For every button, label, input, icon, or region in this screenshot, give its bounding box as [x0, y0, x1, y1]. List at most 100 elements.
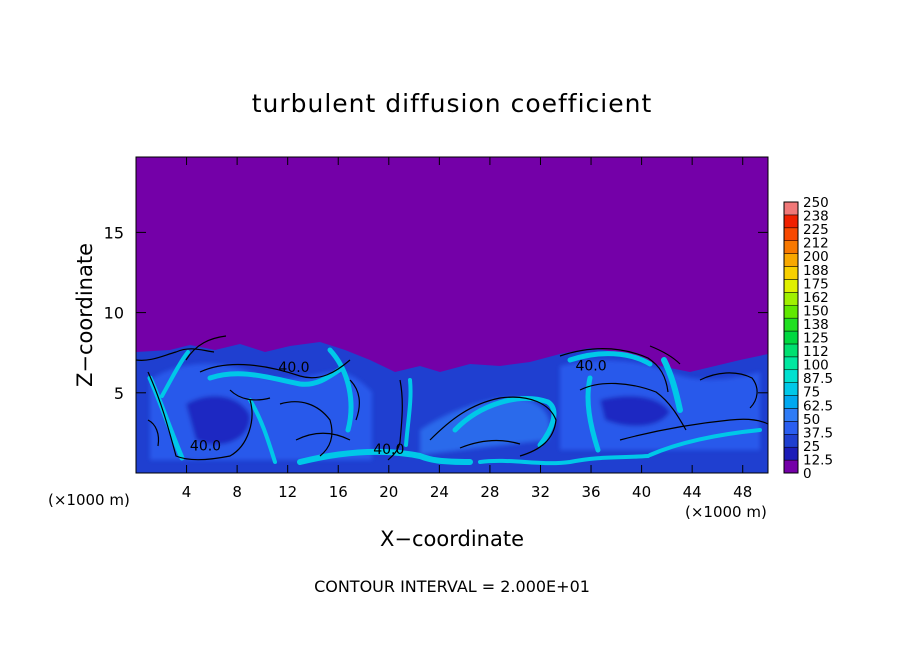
- x-unit-left: (×1000 m): [48, 491, 130, 509]
- contour-line: [619, 418, 768, 441]
- contour-line: [295, 432, 351, 441]
- eddy-region: [420, 397, 551, 455]
- contour-label: 40.0: [373, 442, 404, 458]
- x-tick-label: 20: [379, 483, 398, 501]
- colorbar-label: 250: [803, 195, 829, 211]
- y-ticks: 5 10 15: [104, 223, 768, 403]
- colorbar-swatch: [783, 304, 799, 319]
- colorbar-swatch: [783, 434, 799, 448]
- colorbar-swatch: [783, 240, 799, 254]
- x-tick-label: 28: [480, 483, 499, 501]
- colorbar-label: 212: [803, 236, 829, 252]
- contour-line: [459, 439, 521, 449]
- contour-line: [579, 382, 687, 431]
- y-tick-label: 5: [114, 384, 124, 403]
- colorbar-label: 25: [803, 439, 820, 455]
- x-tick-label: 32: [531, 483, 550, 501]
- contour-labels: 40.0 40.0 40.0 40.0: [190, 358, 607, 457]
- x-tick-label: 48: [733, 483, 752, 501]
- colorbar-label: 62.5: [803, 398, 833, 414]
- colorbar-label: 200: [803, 249, 829, 265]
- colorbar-swatch: [783, 279, 799, 293]
- colorbar-label: 138: [803, 317, 829, 333]
- colorbar-swatch: [783, 253, 799, 267]
- colorbar-swatch: [783, 343, 799, 358]
- contour-interval-note: CONTOUR INTERVAL = 2.000E+01: [314, 577, 590, 596]
- colorbar-label: 150: [803, 303, 829, 319]
- colorbar-swatch: [783, 292, 799, 306]
- colorbar-label: 238: [803, 209, 829, 225]
- contour-line: [229, 389, 271, 401]
- colorbar-label: 50: [803, 412, 820, 428]
- colorbar-frame: [783, 201, 799, 474]
- colorbar: 012.52537.55062.57587.510011212513815016…: [783, 195, 833, 482]
- colorbar-label: 100: [803, 358, 829, 374]
- filament: [648, 428, 762, 457]
- x-tick-label: 16: [329, 483, 348, 501]
- colorbar-swatch: [783, 201, 799, 216]
- contour-line: [147, 371, 253, 461]
- colorbar-swatch: [783, 266, 799, 280]
- colorbar-swatch: [783, 446, 799, 461]
- contour-line: [649, 345, 681, 365]
- contour-line: [349, 379, 360, 421]
- contour-line: [199, 359, 351, 379]
- filament: [661, 357, 683, 413]
- colorbar-swatch: [783, 459, 799, 474]
- x-tick-label: 24: [430, 483, 449, 501]
- colorbar-label: 225: [803, 222, 829, 238]
- colorbar-label: 112: [803, 344, 829, 360]
- contour-line: [559, 348, 669, 393]
- y-tick-label: 15: [104, 223, 124, 242]
- contour-line: [699, 372, 758, 409]
- contour-line: [429, 396, 557, 457]
- filament: [160, 350, 190, 398]
- colorbar-label: 37.5: [803, 425, 833, 441]
- y-axis-label: Z−coordinate: [73, 243, 97, 387]
- x-unit-right: (×1000 m): [685, 503, 767, 521]
- contour-label: 40.0: [575, 358, 606, 374]
- filament: [327, 347, 354, 433]
- chart-title: turbulent diffusion coefficient: [252, 89, 653, 118]
- colorbar-label: 87.5: [803, 371, 833, 387]
- contour-line: [279, 401, 333, 457]
- filament: [207, 365, 345, 387]
- colorbar-label: 0: [803, 466, 812, 482]
- colorbar-label: 12.5: [803, 452, 833, 468]
- x-tick-label: 36: [581, 483, 600, 501]
- x-ticks: 4 8 12 16 20 24 28 32 36 40 44 48: [182, 157, 752, 501]
- colorbar-swatch: [783, 330, 799, 345]
- colorbar-label: 175: [803, 276, 829, 292]
- colorbar-swatch: [783, 369, 799, 383]
- colorbar-swatch: [783, 408, 799, 422]
- filament: [297, 448, 473, 465]
- colorbar-swatch: [783, 395, 799, 409]
- colorbar-swatch: [783, 227, 799, 241]
- contour-label: 40.0: [190, 439, 221, 455]
- colorbar-label: 188: [803, 263, 829, 279]
- contour-label: 40.0: [278, 360, 309, 376]
- colorbar-swatch: [783, 214, 799, 229]
- x-tick-label: 4: [182, 483, 192, 501]
- colorbar-swatch: [783, 317, 799, 332]
- x-tick-label: 8: [232, 483, 242, 501]
- x-axis-label: X−coordinate: [380, 527, 524, 551]
- plot-area: 40.040.040.040.0 4 8 12 16 20 24 28 32 36 40 44 48 …: [104, 156, 769, 501]
- filament: [452, 396, 557, 448]
- plot-frame: [135, 156, 769, 474]
- colorbar-swatch: [783, 356, 799, 371]
- colorbar-label: 125: [803, 331, 829, 347]
- colorbar-swatch: [783, 421, 799, 435]
- y-tick-label: 10: [104, 304, 124, 323]
- colorbar-swatch: [783, 382, 799, 396]
- colorbar-label: 75: [803, 385, 820, 401]
- filament: [567, 351, 653, 367]
- colorbar-label: 162: [803, 290, 829, 306]
- x-tick-label: 40: [632, 483, 651, 501]
- contour-line: [136, 348, 215, 361]
- contour-line: [147, 419, 160, 447]
- contour-line: [387, 379, 403, 461]
- filament: [585, 375, 601, 453]
- eddy-region: [186, 396, 251, 445]
